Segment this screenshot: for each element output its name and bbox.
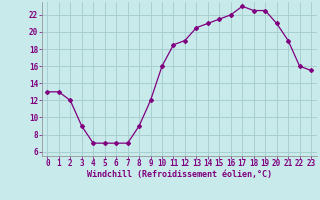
X-axis label: Windchill (Refroidissement éolien,°C): Windchill (Refroidissement éolien,°C): [87, 170, 272, 179]
